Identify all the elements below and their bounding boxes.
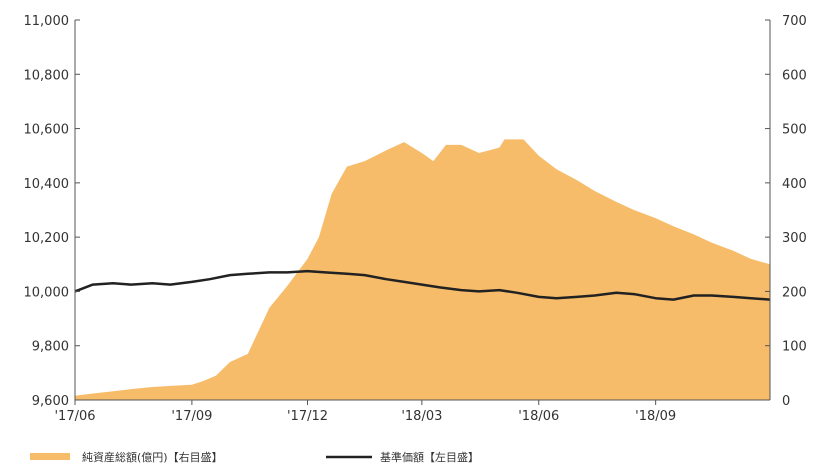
left-tick-label: 10,400: [24, 177, 70, 192]
left-tick-label: 10,200: [24, 231, 70, 246]
left-tick-label: 10,600: [24, 123, 70, 138]
right-tick-label: 400: [782, 177, 807, 192]
series-line-nav: [74, 269, 771, 301]
left-tick-label: 10,000: [24, 285, 70, 300]
legend-label-nav: 基準価額【左目盛】: [380, 450, 479, 464]
series-area-net-assets: [75, 139, 770, 400]
left-tick-label: 9,800: [32, 340, 69, 355]
x-tick-label: '17/09: [171, 409, 212, 424]
x-tick-label: '18/06: [518, 409, 559, 424]
area-layer: [75, 139, 770, 400]
axes-layer: 11,000 10,800 10,600 10,400 10,200 10,000 9,80…: [24, 14, 807, 424]
line-layer: [74, 269, 771, 301]
x-tick-label: '17/06: [54, 409, 95, 424]
x-tick-label: '18/03: [401, 409, 442, 424]
legend-label-net-assets: 純資産総額(億円)【右目盛】: [82, 450, 223, 464]
left-tick-label: 10,800: [24, 68, 70, 83]
legend-swatch-net-assets: [30, 453, 70, 460]
x-tick-label: '18/09: [635, 409, 676, 424]
right-tick-label: 500: [782, 123, 807, 138]
right-tick-label: 0: [782, 394, 790, 409]
right-tick-label: 200: [782, 285, 807, 300]
legend: 純資産総額(億円)【右目盛】 基準価額【左目盛】: [30, 450, 479, 464]
x-tick-label: '17/12: [287, 409, 328, 424]
left-tick-label: 11,000: [24, 14, 70, 29]
right-tick-label: 100: [782, 340, 807, 355]
right-tick-label: 600: [782, 68, 807, 83]
right-tick-label: 300: [782, 231, 807, 246]
left-tick-label: 9,600: [32, 394, 69, 409]
right-tick-label: 700: [782, 14, 807, 29]
